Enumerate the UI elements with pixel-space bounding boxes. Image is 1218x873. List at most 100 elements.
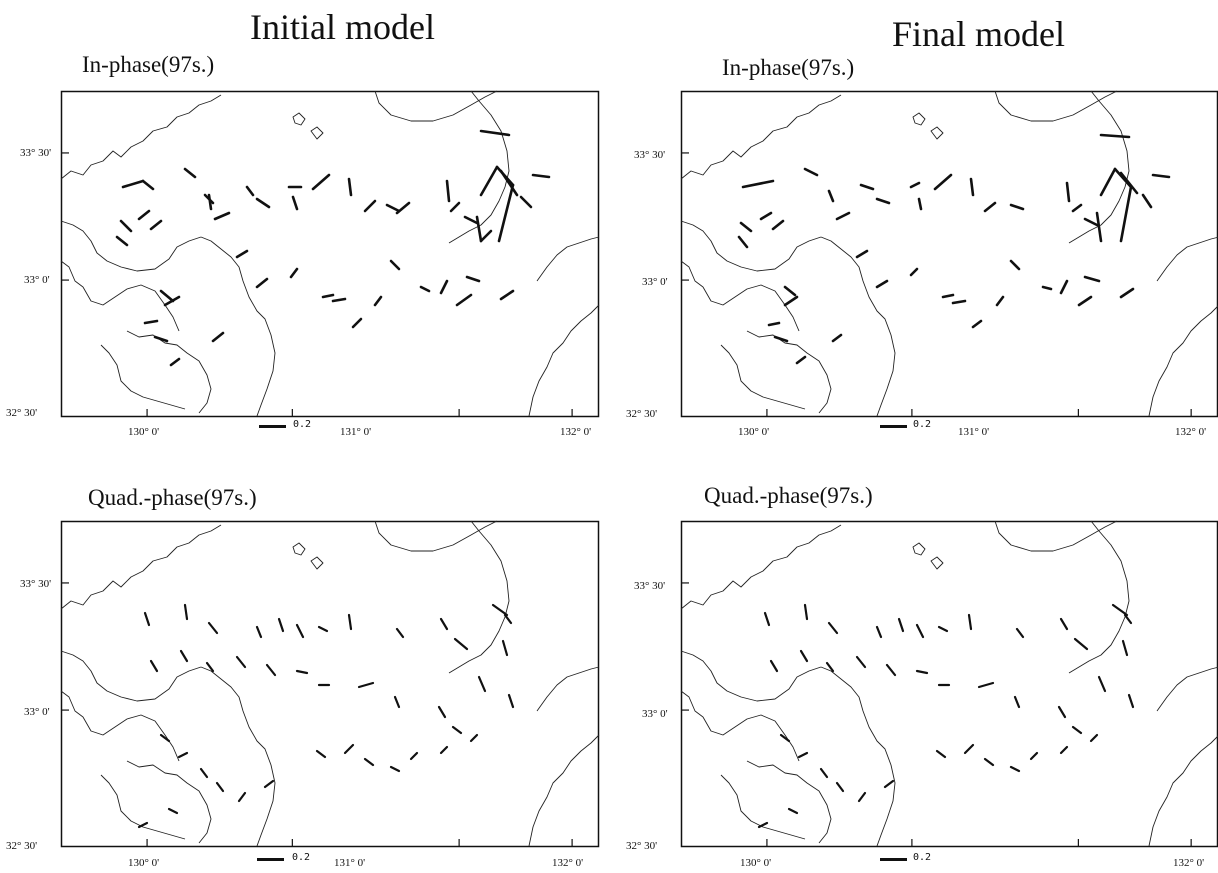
lon-label-131: 131° 0' bbox=[334, 857, 366, 869]
coastline-segment bbox=[374, 520, 498, 552]
induction-arrow bbox=[255, 277, 269, 289]
map-frame bbox=[60, 520, 600, 848]
coastline-segment bbox=[746, 330, 832, 414]
induction-arrow bbox=[935, 749, 947, 759]
coastline-segment bbox=[994, 90, 1118, 122]
induction-arrow bbox=[479, 165, 499, 197]
induction-arrows bbox=[137, 603, 515, 829]
induction-arrow bbox=[311, 173, 331, 191]
induction-arrow bbox=[163, 295, 181, 307]
coastline-segment bbox=[994, 520, 1118, 552]
induction-arrow bbox=[159, 289, 175, 303]
lon-label-130: 130° 0' bbox=[740, 857, 772, 869]
induction-arrow bbox=[255, 197, 271, 209]
induction-arrow bbox=[909, 181, 921, 189]
induction-arrow bbox=[1041, 285, 1053, 291]
induction-arrow bbox=[1097, 675, 1107, 693]
coastline-segment bbox=[680, 690, 800, 762]
map-ticks bbox=[682, 152, 1192, 416]
induction-arrow bbox=[1089, 733, 1099, 743]
induction-arrow bbox=[779, 733, 791, 743]
scale-bar bbox=[880, 425, 907, 428]
lat-label-33-30: 33° 30' bbox=[20, 578, 52, 590]
induction-arrow bbox=[1065, 181, 1071, 203]
induction-arrow bbox=[917, 197, 923, 211]
induction-arrow bbox=[797, 751, 809, 759]
induction-arrow bbox=[167, 807, 179, 815]
map-ticks bbox=[682, 582, 1192, 846]
coastline-segment bbox=[536, 666, 600, 712]
induction-arrow bbox=[205, 661, 215, 673]
induction-arrow bbox=[291, 195, 299, 211]
induction-arrow bbox=[1151, 173, 1171, 179]
induction-arrow bbox=[799, 649, 809, 663]
induction-arrow bbox=[769, 659, 779, 673]
coastline-segment bbox=[60, 94, 222, 180]
coastline-segment bbox=[720, 774, 806, 840]
induction-arrow bbox=[951, 299, 967, 305]
induction-arrows bbox=[737, 133, 1171, 365]
induction-arrow bbox=[971, 319, 983, 329]
induction-arrow bbox=[141, 179, 155, 191]
induction-arrow bbox=[763, 611, 771, 627]
column-title-final: Final model bbox=[892, 14, 1065, 54]
induction-arrow bbox=[885, 663, 897, 677]
coastline-segment bbox=[200, 236, 276, 417]
coastline-segment bbox=[528, 304, 600, 417]
induction-arrow bbox=[389, 259, 401, 271]
induction-arrow bbox=[389, 765, 401, 773]
lon-label-130: 130° 0' bbox=[738, 426, 770, 438]
lon-label-132: 132° 0' bbox=[560, 426, 592, 438]
induction-arrow bbox=[153, 335, 169, 343]
induction-arrow bbox=[795, 355, 807, 365]
induction-arrow bbox=[437, 705, 447, 719]
induction-arrow bbox=[179, 649, 189, 663]
induction-arrow bbox=[915, 623, 925, 639]
lat-label-33-00: 33° 0' bbox=[642, 708, 668, 720]
coastline bbox=[60, 90, 600, 417]
induction-arrow bbox=[767, 321, 781, 327]
induction-arrow bbox=[1009, 259, 1021, 271]
induction-arrow bbox=[803, 603, 809, 621]
induction-arrow bbox=[455, 293, 473, 307]
induction-arrow bbox=[477, 675, 487, 693]
induction-arrow bbox=[967, 613, 973, 631]
lat-label-32-30: 32° 30' bbox=[6, 407, 38, 419]
induction-arrow bbox=[783, 295, 799, 307]
induction-arrow bbox=[295, 669, 309, 675]
coastline-segment bbox=[536, 236, 600, 282]
induction-arrow bbox=[449, 201, 461, 213]
induction-arrow bbox=[409, 751, 419, 761]
induction-arrow bbox=[1059, 745, 1069, 755]
coastline-segment bbox=[1068, 520, 1130, 674]
coastline-segment bbox=[100, 774, 186, 840]
coastline-segment bbox=[930, 556, 944, 570]
induction-arrow bbox=[393, 695, 401, 709]
coastline-segment bbox=[1068, 90, 1130, 244]
induction-arrow bbox=[875, 197, 891, 205]
coastline-segment bbox=[126, 330, 212, 414]
coastline-segment bbox=[680, 650, 822, 702]
scale-label: 0.2 bbox=[293, 419, 312, 430]
lat-label-32-30: 32° 30' bbox=[626, 408, 658, 420]
coastline-segment bbox=[1156, 666, 1218, 712]
induction-arrow bbox=[803, 167, 819, 177]
induction-arrow bbox=[531, 173, 551, 179]
induction-arrow bbox=[507, 693, 515, 709]
panel-title-final-quad: Quad.-phase(97s.) bbox=[704, 483, 873, 508]
coastline-segment bbox=[200, 666, 276, 847]
induction-arrow bbox=[143, 319, 159, 325]
induction-arrow bbox=[1119, 185, 1133, 243]
induction-arrow bbox=[207, 193, 213, 211]
coastline-segment bbox=[912, 112, 926, 126]
induction-arrow bbox=[439, 617, 449, 631]
map-frame bbox=[680, 520, 1218, 848]
lat-label-33-00: 33° 0' bbox=[24, 274, 50, 286]
induction-arrow bbox=[909, 267, 919, 277]
coastline-segment bbox=[1148, 305, 1218, 417]
induction-arrow bbox=[883, 779, 895, 789]
induction-arrow bbox=[265, 663, 277, 677]
induction-arrow bbox=[479, 129, 511, 137]
lat-label-33-30: 33° 30' bbox=[20, 147, 52, 159]
induction-arrow bbox=[499, 289, 515, 301]
